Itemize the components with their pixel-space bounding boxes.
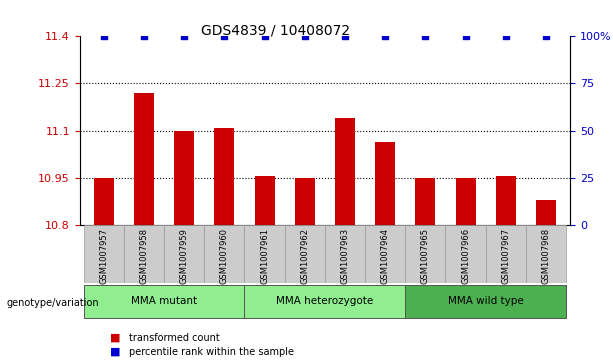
Text: GSM1007966: GSM1007966 [461, 228, 470, 284]
FancyBboxPatch shape [84, 225, 124, 283]
Text: GSM1007962: GSM1007962 [300, 228, 310, 284]
Text: ■: ■ [110, 333, 121, 343]
Bar [174, 131, 194, 225]
FancyBboxPatch shape [325, 225, 365, 283]
Text: MMA heterozygote: MMA heterozygote [276, 296, 373, 306]
FancyBboxPatch shape [204, 225, 245, 283]
Bar [455, 178, 476, 225]
Text: GSM1007963: GSM1007963 [340, 228, 349, 284]
Point [501, 33, 511, 39]
FancyBboxPatch shape [284, 225, 325, 283]
Bar [335, 118, 355, 225]
Text: GSM1007965: GSM1007965 [421, 228, 430, 284]
Text: transformed count: transformed count [129, 333, 219, 343]
Point [260, 33, 270, 39]
FancyBboxPatch shape [485, 225, 526, 283]
FancyBboxPatch shape [245, 285, 405, 318]
FancyBboxPatch shape [245, 225, 284, 283]
Text: MMA mutant: MMA mutant [131, 296, 197, 306]
Point [219, 33, 229, 39]
Point [380, 33, 390, 39]
Point [461, 33, 471, 39]
Text: GSM1007968: GSM1007968 [541, 228, 550, 284]
Bar [94, 178, 114, 225]
Text: GSM1007957: GSM1007957 [99, 228, 109, 284]
Bar [215, 127, 234, 225]
Bar [295, 178, 315, 225]
Text: GSM1007967: GSM1007967 [501, 228, 510, 284]
Text: genotype/variation: genotype/variation [6, 298, 99, 308]
Bar [375, 142, 395, 225]
FancyBboxPatch shape [405, 225, 446, 283]
FancyBboxPatch shape [84, 285, 245, 318]
FancyBboxPatch shape [124, 225, 164, 283]
Point [139, 33, 149, 39]
Text: GSM1007958: GSM1007958 [140, 228, 148, 284]
Text: GSM1007961: GSM1007961 [260, 228, 269, 284]
Text: GSM1007959: GSM1007959 [180, 228, 189, 284]
Text: MMA wild type: MMA wild type [448, 296, 524, 306]
Bar [536, 200, 556, 225]
Bar [416, 178, 435, 225]
FancyBboxPatch shape [164, 225, 204, 283]
Bar [496, 176, 516, 225]
Point [421, 33, 430, 39]
FancyBboxPatch shape [526, 225, 566, 283]
FancyBboxPatch shape [405, 285, 566, 318]
Bar [134, 93, 154, 225]
Text: GSM1007964: GSM1007964 [381, 228, 390, 284]
Point [300, 33, 310, 39]
FancyBboxPatch shape [365, 225, 405, 283]
Point [179, 33, 189, 39]
FancyBboxPatch shape [446, 225, 485, 283]
Point [340, 33, 350, 39]
Bar [254, 176, 275, 225]
Text: GDS4839 / 10408072: GDS4839 / 10408072 [201, 24, 351, 38]
Text: GSM1007960: GSM1007960 [220, 228, 229, 284]
Text: percentile rank within the sample: percentile rank within the sample [129, 347, 294, 357]
Text: ■: ■ [110, 347, 121, 357]
Point [541, 33, 551, 39]
Point [99, 33, 109, 39]
